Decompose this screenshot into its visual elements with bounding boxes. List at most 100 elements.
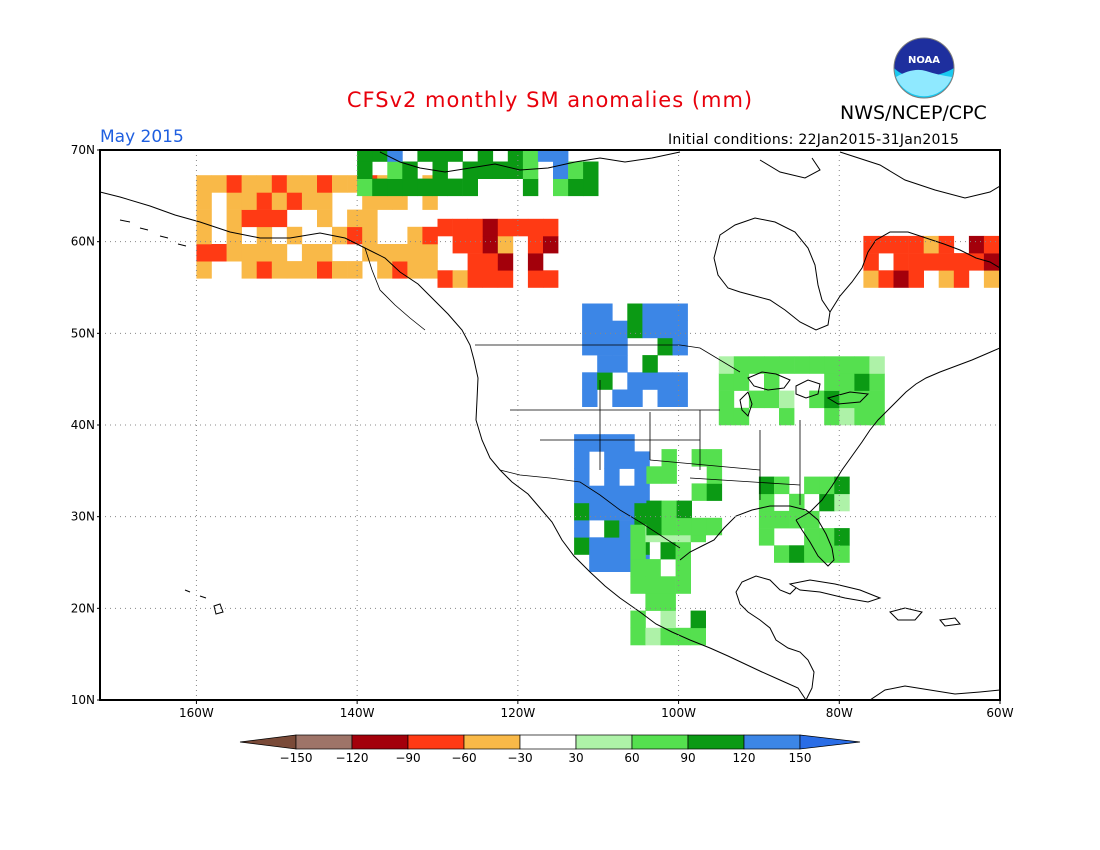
- anomaly-cell: [690, 610, 706, 629]
- anomaly-cell: [661, 517, 677, 536]
- anomaly-cell: [512, 218, 529, 237]
- anomaly-cell: [301, 175, 318, 193]
- anomaly-cell: [347, 226, 363, 245]
- anomaly-cell: [953, 270, 970, 288]
- anomaly-cell: [568, 178, 584, 197]
- anomaly-cell: [733, 373, 750, 391]
- anomaly-cell: [672, 389, 688, 407]
- anomaly-cell: [863, 253, 879, 271]
- anomaly-cell: [630, 559, 646, 577]
- anomaly-cell: [983, 253, 1000, 271]
- anomaly-cell: [804, 528, 820, 546]
- anomaly-cell: [317, 192, 333, 210]
- anomaly-cell: [604, 468, 620, 486]
- anomaly-cell: [878, 270, 894, 288]
- anomaly-cell: [422, 261, 438, 279]
- anomaly-cell: [657, 303, 673, 321]
- graticule: [100, 150, 1000, 700]
- anomaly-cell: [462, 178, 478, 197]
- anomaly-cell: [660, 541, 676, 560]
- lat-label: 10N: [71, 693, 95, 707]
- anomaly-cell: [597, 303, 613, 321]
- anomaly-cell: [256, 175, 273, 193]
- anomaly-cell: [804, 545, 820, 563]
- anomaly-cell: [467, 270, 483, 288]
- anomaly-cell: [819, 493, 835, 512]
- anomaly-cell: [657, 372, 673, 390]
- lat-label: 70N: [71, 143, 95, 157]
- anomaly-cell: [574, 451, 590, 469]
- anomaly-cell: [377, 261, 393, 279]
- anomaly-cell: [634, 468, 650, 486]
- anomaly-cell: [718, 373, 735, 391]
- anomaly-cell: [938, 270, 955, 288]
- anomaly-cell: [574, 537, 590, 555]
- anomaly-cell: [452, 218, 468, 237]
- anomaly-cell: [758, 510, 775, 529]
- anomaly-cell: [661, 449, 677, 467]
- anomaly-cell: [432, 161, 448, 179]
- anomaly-cell: [645, 593, 661, 611]
- anomaly-cell: [527, 270, 544, 288]
- anomaly-cell: [347, 209, 363, 228]
- anomaly-cell: [824, 407, 840, 426]
- anomaly-cell: [347, 261, 363, 279]
- anomaly-cell: [437, 218, 453, 237]
- anomaly-cell: [646, 517, 662, 536]
- anomaly-cell: [226, 209, 242, 228]
- colorbar-segment: [519, 734, 577, 750]
- anomaly-cell: [819, 545, 835, 563]
- anomaly-cell: [612, 337, 628, 356]
- colorbar-segment: [295, 734, 353, 750]
- anomaly-cell: [923, 253, 940, 271]
- anomaly-cell: [497, 235, 514, 254]
- anomaly-cell: [809, 356, 825, 374]
- lat-label: 20N: [71, 601, 95, 615]
- anomaly-cell: [672, 337, 688, 356]
- anomaly-cell: [869, 356, 885, 374]
- anomaly-cell: [646, 466, 662, 484]
- anomaly-cell: [854, 373, 870, 391]
- anomaly-cell: [543, 235, 559, 254]
- anomaly-cell: [604, 451, 620, 469]
- anomaly-cell: [553, 178, 569, 197]
- anomaly-cell: [357, 178, 373, 197]
- anomaly-cell: [968, 253, 985, 271]
- lat-label: 40N: [71, 418, 95, 432]
- noaa-logo-text: NOAA: [908, 55, 940, 66]
- lon-label: 140W: [340, 706, 375, 720]
- colorbar-segment: [351, 734, 409, 750]
- anomaly-cell: [407, 226, 423, 245]
- anomaly-cell: [824, 373, 840, 391]
- anomaly-cell: [574, 485, 590, 504]
- anomaly-cell: [589, 537, 605, 555]
- anomaly-cell: [317, 175, 333, 193]
- anomaly-cell: [286, 261, 303, 279]
- anomaly-cell: [392, 244, 408, 262]
- anomaly-cell: [834, 493, 850, 512]
- anomaly-cell: [718, 407, 735, 426]
- anomaly-cell: [527, 253, 544, 271]
- forecast-month: May 2015: [100, 127, 184, 147]
- anomaly-cell: [467, 253, 483, 271]
- colorbar-segment: [743, 734, 801, 750]
- anomaly-cell: [999, 270, 1000, 288]
- anomaly-cell: [706, 483, 723, 501]
- anomaly-cell: [908, 253, 924, 271]
- anomaly-cell: [597, 320, 613, 339]
- anomaly-cell: [196, 175, 212, 193]
- anomaly-cell: [819, 476, 835, 495]
- colorbar-label: −120: [336, 751, 369, 765]
- anomaly-cell: [690, 627, 706, 646]
- anomaly-cell: [630, 627, 646, 646]
- anomaly-cell: [854, 356, 870, 374]
- anomaly-cell: [432, 150, 448, 162]
- anomaly-cell: [482, 218, 499, 237]
- anomaly-cell: [582, 303, 598, 321]
- anomaly-cell: [527, 218, 544, 237]
- lon-label: 60W: [986, 706, 1013, 720]
- anomaly-cell: [779, 356, 795, 374]
- anomaly-cell: [477, 161, 494, 179]
- anomaly-cell: [676, 517, 692, 536]
